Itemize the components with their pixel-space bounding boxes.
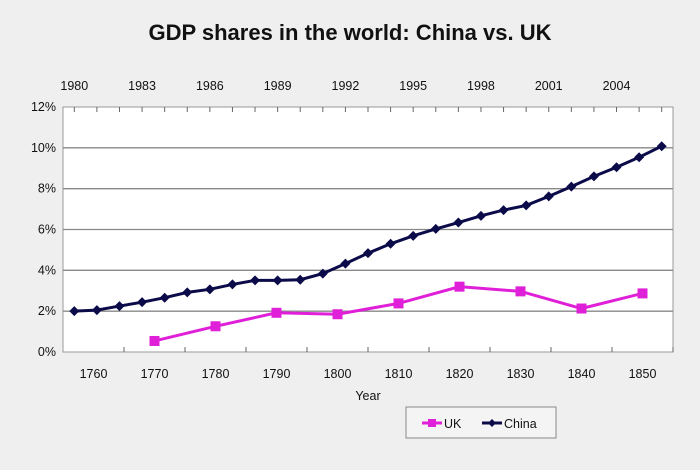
x-axis-label: Year [355, 389, 380, 403]
legend: UK China [405, 406, 557, 439]
y-tick-label: 8% [38, 182, 56, 196]
china-point [521, 200, 532, 211]
legend-china-label: China [504, 417, 537, 431]
legend-china-marker [488, 419, 496, 427]
china-point [137, 297, 148, 308]
china-point [340, 258, 351, 269]
bottom-x-tick-label: 1780 [202, 367, 230, 381]
top-x-tick-label: 1983 [128, 79, 156, 93]
china-point [498, 205, 509, 216]
china-point [408, 230, 419, 241]
bottom-x-tick-label: 1790 [263, 367, 291, 381]
bottom-x-tick-label: 1850 [629, 367, 657, 381]
bottom-x-tick-label: 1820 [446, 367, 474, 381]
uk-point [576, 303, 587, 314]
china-point [317, 268, 328, 279]
uk-point [149, 335, 160, 346]
china-point [566, 181, 577, 192]
china-point [272, 275, 283, 286]
y-tick-label: 12% [31, 100, 56, 114]
chart-title: GDP shares in the world: China vs. UK [148, 20, 551, 45]
top-x-tick-label: 1986 [196, 79, 224, 93]
china-point [634, 152, 645, 163]
y-tick-label: 10% [31, 141, 56, 155]
uk-point [210, 321, 221, 332]
china-point [588, 171, 599, 182]
uk-point [637, 288, 648, 299]
china-point [543, 191, 554, 202]
china-point [204, 284, 215, 295]
china-point [453, 217, 464, 228]
top-x-tick-label: 1980 [60, 79, 88, 93]
bottom-x-tick-label: 1800 [324, 367, 352, 381]
top-x-tick-label: 1995 [399, 79, 427, 93]
uk-point [332, 309, 343, 320]
china-point [114, 301, 125, 312]
uk-point [393, 298, 404, 309]
y-tick-label: 2% [38, 304, 56, 318]
china-point [250, 275, 261, 286]
top-x-tick-label: 1998 [467, 79, 495, 93]
china-point [227, 279, 238, 290]
y-tick-label: 4% [38, 263, 56, 277]
y-tick-label: 6% [38, 223, 56, 237]
top-x-tick-label: 1992 [332, 79, 360, 93]
legend-uk-label: UK [444, 417, 462, 431]
china-point [385, 238, 396, 249]
uk-point [271, 307, 282, 318]
legend-uk-marker [428, 419, 436, 427]
china-point [182, 287, 193, 298]
china-point [611, 162, 622, 173]
bottom-x-tick-label: 1760 [80, 367, 108, 381]
bottom-x-tick-label: 1830 [507, 367, 535, 381]
bottom-x-tick-label: 1840 [568, 367, 596, 381]
china-point [295, 274, 306, 285]
top-x-tick-label: 2001 [535, 79, 563, 93]
top-x-tick-label: 1989 [264, 79, 292, 93]
uk-point [454, 281, 465, 292]
china-point [159, 292, 170, 303]
china-point [430, 223, 441, 234]
china-point [69, 306, 80, 317]
china-point [91, 305, 102, 316]
china-point [656, 141, 667, 152]
china-point [475, 210, 486, 221]
y-tick-label: 0% [38, 345, 56, 359]
uk-point [515, 286, 526, 297]
china-point [363, 248, 373, 259]
top-x-tick-label: 2004 [603, 79, 631, 93]
bottom-x-tick-label: 1810 [385, 367, 413, 381]
bottom-x-tick-label: 1770 [141, 367, 169, 381]
